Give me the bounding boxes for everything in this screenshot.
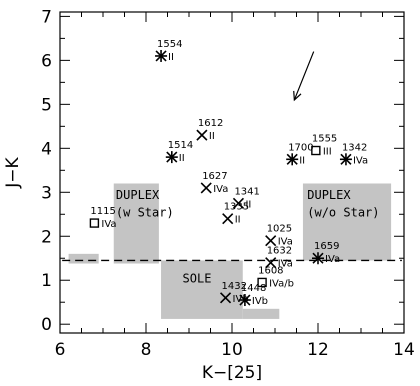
point-id-label-1700: 1700 [288,142,313,153]
data-point-1659 [312,252,324,265]
point-class-label-1448: IVb [252,296,268,307]
data-point-1448 [238,294,251,307]
y-tick-label: 6 [41,51,52,71]
point-class-label-1025: IVa [278,237,293,248]
data-point-1632 [265,257,277,269]
point-class-label-1608: IVa/b [269,278,294,289]
y-tick-label: 0 [41,315,52,335]
region-label-4: DUPLEX [307,188,351,202]
region-sublabel-1: (w Star) [116,205,174,219]
point-class-label-1632: IVa [278,259,293,270]
data-point-1700 [286,153,299,166]
data-point-1432 [219,292,232,304]
point-class-label-1659: IVa [325,254,340,265]
point-class-label-1514: II [179,153,185,164]
data-point-1341 [232,197,245,209]
point-id-label-1612: 1612 [198,118,223,129]
data-point-1335 [222,213,234,225]
point-id-label-1554: 1554 [157,39,182,50]
data-point-1554 [155,49,168,62]
point-class-label-1700: II [299,155,305,166]
point-class-label-1115: IVa [101,219,116,230]
region-0 [68,253,99,264]
region-label-1: DUPLEX [116,188,160,202]
x-axis-title: K−[25] [202,363,262,383]
point-class-label-1612: II [209,131,215,142]
point-id-label-1659: 1659 [314,241,339,252]
data-point-1025 [265,235,277,247]
data-point-1608 [257,277,267,288]
point-id-label-1514: 1514 [168,140,193,151]
y-tick-label: 3 [41,183,52,203]
point-id-label-1555: 1555 [312,134,337,145]
point-id-label-1632: 1632 [267,246,292,257]
y-axis-title: J−K [3,156,23,188]
region-label-2: SOLE [183,271,212,285]
data-point-1514 [165,151,178,164]
data-point-1627 [200,182,212,194]
point-class-label-1341: II [245,199,251,210]
point-id-label-1341: 1341 [234,186,259,197]
x-tick-label: 14 [393,340,415,360]
data-point-1555 [311,145,321,156]
y-tick-label: 1 [41,271,52,291]
annotation-arrow [293,51,315,101]
y-tick-label: 4 [41,139,52,159]
point-class-label-1335: II [235,215,241,226]
annotation-arrow-head [293,90,302,102]
point-class-label-1555: III [323,147,332,158]
point-class-label-1342: IVa [353,155,368,166]
x-tick-label: 10 [221,340,243,360]
point-id-label-1342: 1342 [342,142,367,153]
y-tick-label: 2 [41,227,52,247]
point-id-label-1335: 1335 [224,202,249,213]
data-point-1342 [339,153,352,166]
point-class-label-1627: IVa [213,184,228,195]
point-id-label-1448: 1448 [241,283,266,294]
point-id-label-1025: 1025 [267,224,292,235]
data-point-1612 [196,129,208,141]
point-id-label-1627: 1627 [202,171,227,182]
x-tick-label: 12 [307,340,329,360]
region-1 [113,183,159,264]
point-id-label-1608: 1608 [258,265,283,276]
region-3 [242,308,280,319]
y-tick-label: 5 [41,95,52,115]
region-4 [302,183,392,261]
data-point-1115 [89,218,100,228]
point-id-label-1432: 1432 [222,281,247,292]
point-class-label-1432: IVb [233,294,249,305]
y-tick-label: 7 [41,7,52,27]
point-id-label-1115: 1115 [90,206,115,217]
region-sublabel-4: (w/o Star) [307,205,379,219]
x-tick-label: 6 [55,340,66,360]
x-tick-label: 8 [141,340,152,360]
region-2 [161,260,243,319]
point-class-label-1554: II [168,52,174,63]
